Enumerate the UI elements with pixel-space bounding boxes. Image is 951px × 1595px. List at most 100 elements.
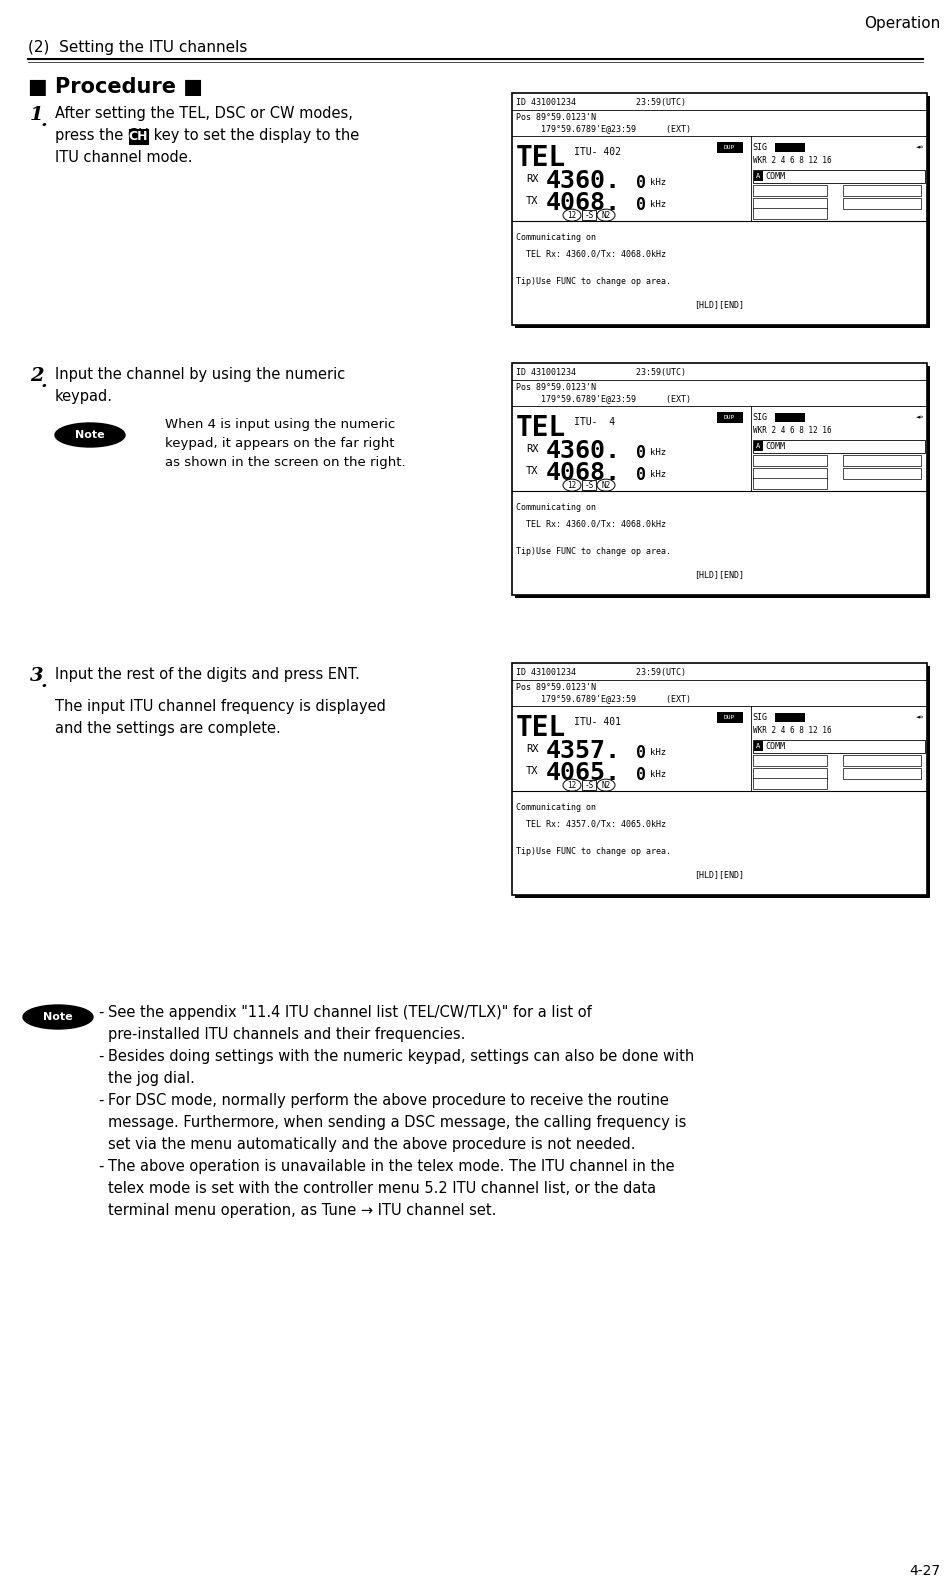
- Text: Communicating on: Communicating on: [516, 233, 596, 242]
- Text: RX: RX: [526, 443, 538, 453]
- Text: 4360.: 4360.: [546, 169, 621, 193]
- Text: RX: RX: [526, 174, 538, 183]
- Text: 179°59.6789'E@23:59      (EXT): 179°59.6789'E@23:59 (EXT): [516, 394, 691, 404]
- Text: TEL Rx: 4360.0/Tx: 4068.0kHz: TEL Rx: 4360.0/Tx: 4068.0kHz: [516, 520, 666, 530]
- Text: -S: -S: [584, 780, 593, 790]
- Text: SIG: SIG: [752, 144, 767, 152]
- Bar: [843, 185, 921, 196]
- Text: [HLD][END]: [HLD][END]: [694, 300, 744, 309]
- Text: N2: N2: [601, 780, 611, 790]
- Ellipse shape: [597, 778, 615, 791]
- Text: COMM: COMM: [766, 742, 786, 751]
- Text: -: -: [98, 1160, 104, 1174]
- Text: 12: 12: [568, 780, 576, 790]
- Bar: [717, 413, 743, 423]
- Text: 4068.: 4068.: [546, 191, 621, 215]
- Text: -: -: [98, 1050, 104, 1064]
- Text: After setting the TEL, DSC or CW modes,: After setting the TEL, DSC or CW modes,: [55, 105, 353, 121]
- Text: Tip)Use FUNC to change op area.: Tip)Use FUNC to change op area.: [516, 847, 671, 857]
- Bar: [752, 455, 827, 466]
- Bar: [582, 480, 596, 490]
- Text: Besides doing settings with the numeric keypad, settings can also be done with: Besides doing settings with the numeric …: [108, 1050, 694, 1064]
- Text: 4357.: 4357.: [546, 738, 621, 762]
- Bar: [515, 96, 930, 329]
- Bar: [515, 667, 930, 898]
- Text: 0: 0: [636, 443, 646, 461]
- Text: Communicating on: Communicating on: [516, 502, 596, 512]
- Text: DUP: DUP: [724, 715, 735, 721]
- Text: Pos 89°59.0123'N: Pos 89°59.0123'N: [516, 383, 596, 392]
- Text: RX: RX: [526, 743, 538, 754]
- Text: .: .: [41, 673, 48, 691]
- Text: and the settings are complete.: and the settings are complete.: [55, 721, 281, 735]
- Text: Operation: Operation: [864, 16, 940, 30]
- Text: -S: -S: [584, 480, 593, 490]
- Text: ID 431001234            23:59(UTC): ID 431001234 23:59(UTC): [516, 668, 686, 676]
- Text: kHz: kHz: [650, 770, 666, 780]
- Text: WKR 2 4 6 8 12 16: WKR 2 4 6 8 12 16: [752, 426, 831, 434]
- Text: -: -: [98, 1093, 104, 1109]
- Text: A: A: [756, 443, 760, 450]
- Text: 0: 0: [636, 743, 646, 762]
- Text: -: -: [98, 1005, 104, 1019]
- Text: TEL Rx: 4357.0/Tx: 4065.0kHz: TEL Rx: 4357.0/Tx: 4065.0kHz: [516, 820, 666, 829]
- Text: See the appendix "11.4 ITU channel list (TEL/CW/TLX)" for a list of: See the appendix "11.4 ITU channel list …: [108, 1005, 592, 1019]
- Text: 12: 12: [568, 480, 576, 490]
- Text: TEL: TEL: [516, 413, 566, 442]
- Text: CH: CH: [128, 131, 148, 144]
- Text: ■ Procedure ■: ■ Procedure ■: [28, 77, 203, 97]
- Text: pre-installed ITU channels and their frequencies.: pre-installed ITU channels and their fre…: [108, 1027, 465, 1042]
- Text: 4068.: 4068.: [546, 461, 621, 485]
- Bar: [512, 93, 927, 325]
- Bar: [752, 209, 827, 220]
- Text: set via the menu automatically and the above procedure is not needed.: set via the menu automatically and the a…: [108, 1137, 635, 1152]
- Text: 4065.: 4065.: [546, 761, 621, 785]
- Text: kHz: kHz: [650, 201, 666, 209]
- Text: ITU channel mode.: ITU channel mode.: [55, 150, 192, 164]
- Text: Communicating on: Communicating on: [516, 804, 596, 812]
- Text: TX: TX: [526, 766, 538, 775]
- Text: (2)  Setting the ITU channels: (2) Setting the ITU channels: [28, 40, 247, 54]
- Bar: [843, 198, 921, 209]
- Text: keypad, it appears on the far right: keypad, it appears on the far right: [165, 437, 395, 450]
- Text: 179°59.6789'E@23:59      (EXT): 179°59.6789'E@23:59 (EXT): [516, 124, 691, 134]
- Text: SIG: SIG: [752, 713, 767, 723]
- Text: ITU- 402: ITU- 402: [574, 147, 621, 156]
- Text: DUP: DUP: [724, 145, 735, 150]
- Text: 2: 2: [30, 367, 44, 384]
- Text: ID 431001234            23:59(UTC): ID 431001234 23:59(UTC): [516, 97, 686, 107]
- Text: the jog dial.: the jog dial.: [108, 1070, 195, 1086]
- Text: Note: Note: [43, 1011, 73, 1022]
- Bar: [582, 211, 596, 220]
- Text: keypad.: keypad.: [55, 389, 113, 404]
- Bar: [752, 740, 925, 753]
- Ellipse shape: [23, 1005, 93, 1029]
- Bar: [717, 142, 743, 153]
- Text: [HLD][END]: [HLD][END]: [694, 569, 744, 579]
- Text: ITU-  4: ITU- 4: [574, 416, 615, 426]
- Bar: [752, 440, 925, 453]
- Bar: [752, 198, 827, 209]
- Text: TEL: TEL: [516, 713, 566, 742]
- Text: DUP: DUP: [724, 415, 735, 421]
- Text: COMM: COMM: [766, 442, 786, 451]
- Text: kHz: kHz: [650, 748, 666, 758]
- Bar: [753, 442, 763, 451]
- Text: ◄»: ◄»: [916, 415, 924, 421]
- Text: Input the channel by using the numeric: Input the channel by using the numeric: [55, 367, 345, 381]
- Ellipse shape: [563, 478, 581, 491]
- Text: WKR 2 4 6 8 12 16: WKR 2 4 6 8 12 16: [752, 156, 831, 164]
- Bar: [752, 754, 827, 766]
- Text: 0: 0: [636, 196, 646, 214]
- Text: ◄»: ◄»: [916, 145, 924, 150]
- Bar: [843, 769, 921, 780]
- Bar: [752, 171, 925, 183]
- Text: TEL Rx: 4360.0/Tx: 4068.0kHz: TEL Rx: 4360.0/Tx: 4068.0kHz: [516, 250, 666, 258]
- Bar: [752, 478, 827, 490]
- Text: kHz: kHz: [650, 448, 666, 458]
- Text: 12: 12: [568, 211, 576, 220]
- Text: TEL: TEL: [516, 144, 566, 172]
- Text: 0: 0: [636, 466, 646, 483]
- Text: message. Furthermore, when sending a DSC message, the calling frequency is: message. Furthermore, when sending a DSC…: [108, 1115, 687, 1129]
- Text: as shown in the screen on the right.: as shown in the screen on the right.: [165, 456, 406, 469]
